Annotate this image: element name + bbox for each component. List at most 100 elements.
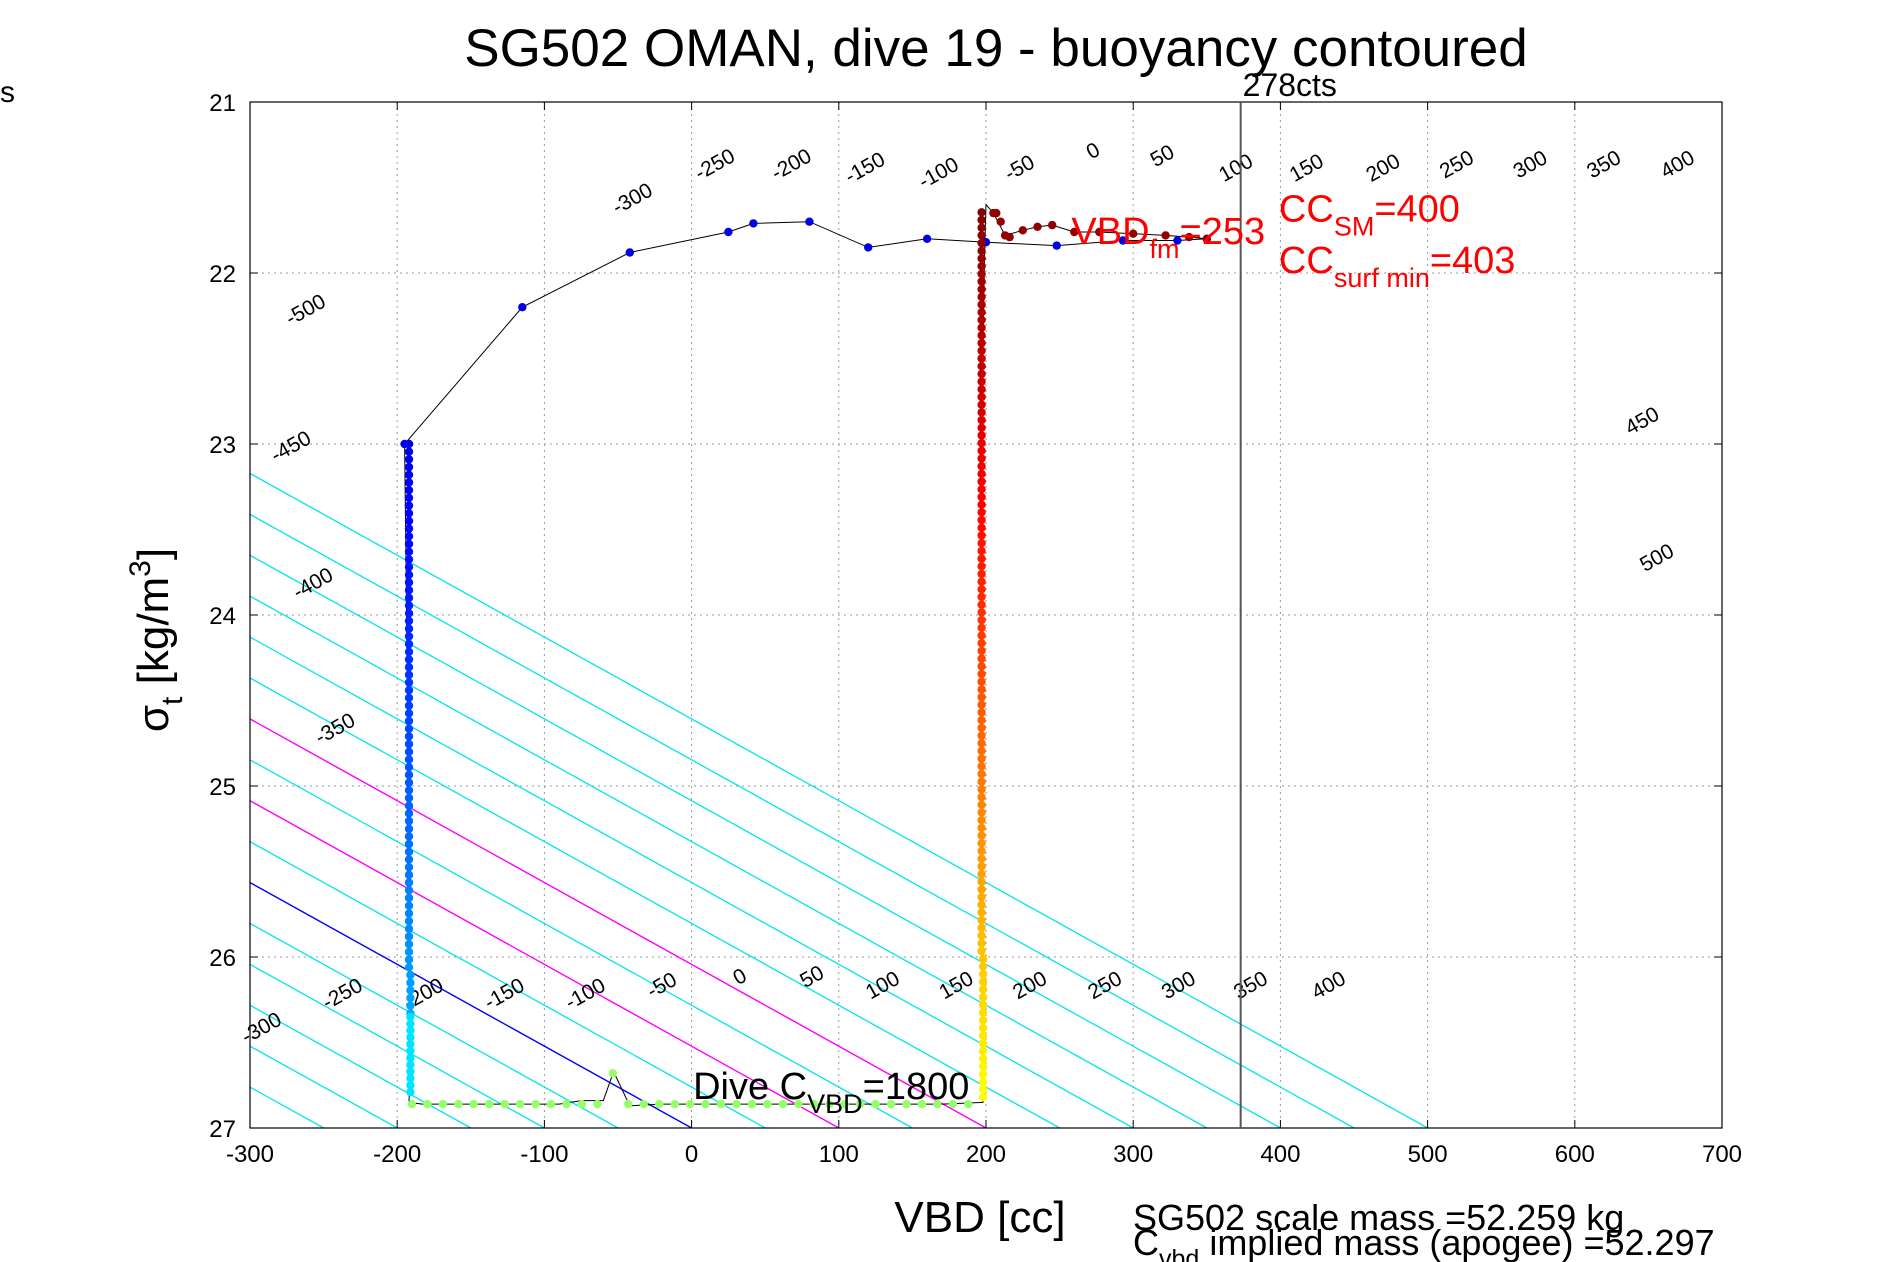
x-tick-label: -200 <box>373 1141 421 1168</box>
profile-point <box>404 562 414 572</box>
profile-point <box>977 277 986 286</box>
profile-point <box>404 624 414 633</box>
vbd-fm-label-main: VBD <box>1071 211 1149 253</box>
profile-point <box>977 808 986 817</box>
profile-point <box>404 816 414 826</box>
ascent-profile-line <box>981 203 1207 1103</box>
profile-point <box>732 1099 741 1109</box>
profile-point <box>977 923 986 933</box>
profile-point <box>977 215 986 225</box>
profile-point <box>977 946 986 956</box>
profile-point <box>406 1067 415 1076</box>
profile-point <box>404 801 414 810</box>
profile-point <box>977 777 986 786</box>
profile-point <box>404 516 414 526</box>
cc-surf-min-label-value: =403 <box>1430 240 1516 282</box>
profile-point <box>964 1099 973 1109</box>
contour-line <box>250 922 619 1128</box>
y-tick-label: 24 <box>209 603 236 630</box>
contour-label: 50 <box>796 961 828 992</box>
profile-point <box>404 893 414 903</box>
profile-point <box>404 647 414 656</box>
profile-point <box>404 832 414 841</box>
profile-point <box>886 1099 896 1109</box>
x-tick-label: 400 <box>1260 1141 1300 1168</box>
contour-label: 400 <box>1308 967 1350 1004</box>
profile-point <box>1052 241 1061 250</box>
profile-point <box>406 1046 415 1056</box>
profile-point <box>977 739 986 748</box>
contour-lines <box>0 102 1428 1128</box>
profile-point <box>404 963 414 972</box>
profile-point <box>1118 236 1128 245</box>
contour-line <box>250 554 1281 1128</box>
profile-point <box>977 754 986 763</box>
profile-point <box>593 1099 602 1109</box>
profile-point <box>977 577 986 586</box>
profile-point <box>1005 232 1014 242</box>
profile-point <box>404 570 414 579</box>
profile-point <box>977 854 986 863</box>
profile-point <box>933 1099 942 1109</box>
footer-scale-mass: SG502 scale mass =52.259 kg <box>1133 1197 1624 1238</box>
profile-point <box>978 1054 988 1063</box>
y-axis-label-superscript: 3 <box>124 560 157 577</box>
profile-point <box>855 1099 865 1109</box>
profile-point <box>977 369 986 379</box>
x-tick-label: 0 <box>685 1141 698 1168</box>
profile-point <box>977 400 986 409</box>
contour-line <box>250 513 1355 1128</box>
profile-point <box>977 839 986 848</box>
profile-point <box>404 493 414 503</box>
profile-point <box>404 670 414 680</box>
profile-point <box>825 1099 834 1109</box>
profile-point <box>977 769 986 779</box>
profile-point <box>978 977 988 986</box>
contour-line <box>250 718 987 1128</box>
profile-point <box>977 592 986 602</box>
x-tick-label: 500 <box>1408 1141 1448 1168</box>
profile-point <box>406 993 415 1003</box>
profile-point <box>977 716 986 725</box>
contour-line <box>250 472 1428 1128</box>
profile-point <box>404 701 414 710</box>
contour-label: 150 <box>1286 150 1328 187</box>
profile-point <box>404 447 414 456</box>
profile-point <box>404 724 414 733</box>
profile-point <box>404 716 414 726</box>
profile-point <box>977 438 986 448</box>
profile-point <box>977 654 986 663</box>
profile-point <box>404 863 414 872</box>
profile-point <box>977 492 986 502</box>
profile-point <box>406 1033 415 1042</box>
profile-point <box>977 831 986 840</box>
y-tick-label: 25 <box>209 774 236 801</box>
contour-label: -50 <box>1001 151 1039 186</box>
profile-point <box>406 986 415 995</box>
profile-point <box>977 362 986 371</box>
profile-point <box>977 800 986 809</box>
profile-point <box>978 1008 988 1017</box>
contour-line <box>0 102 29 1128</box>
profile-point <box>778 1099 788 1109</box>
profile-point <box>500 1099 509 1109</box>
profile-point <box>577 1099 587 1109</box>
profile-point <box>977 785 986 794</box>
profile-point <box>624 1099 633 1109</box>
profile-point <box>977 862 986 871</box>
profile-point <box>701 1099 710 1109</box>
dive-cvbd-label: Dive CVBD=1800 <box>693 1066 969 1119</box>
left-edge-label: 0cts <box>0 76 15 109</box>
profile-point <box>977 639 986 648</box>
profile-point <box>977 462 986 471</box>
profile-point <box>1161 231 1170 240</box>
profile-point <box>996 217 1005 226</box>
profile-point <box>978 985 988 994</box>
cc-surf-min-label-subscript: surf min <box>1334 263 1430 293</box>
profile-point <box>406 978 415 987</box>
profile-point <box>404 901 414 910</box>
profile-point <box>404 824 414 833</box>
profile-point <box>406 1087 415 1097</box>
contour-label: -50 <box>643 968 681 1003</box>
